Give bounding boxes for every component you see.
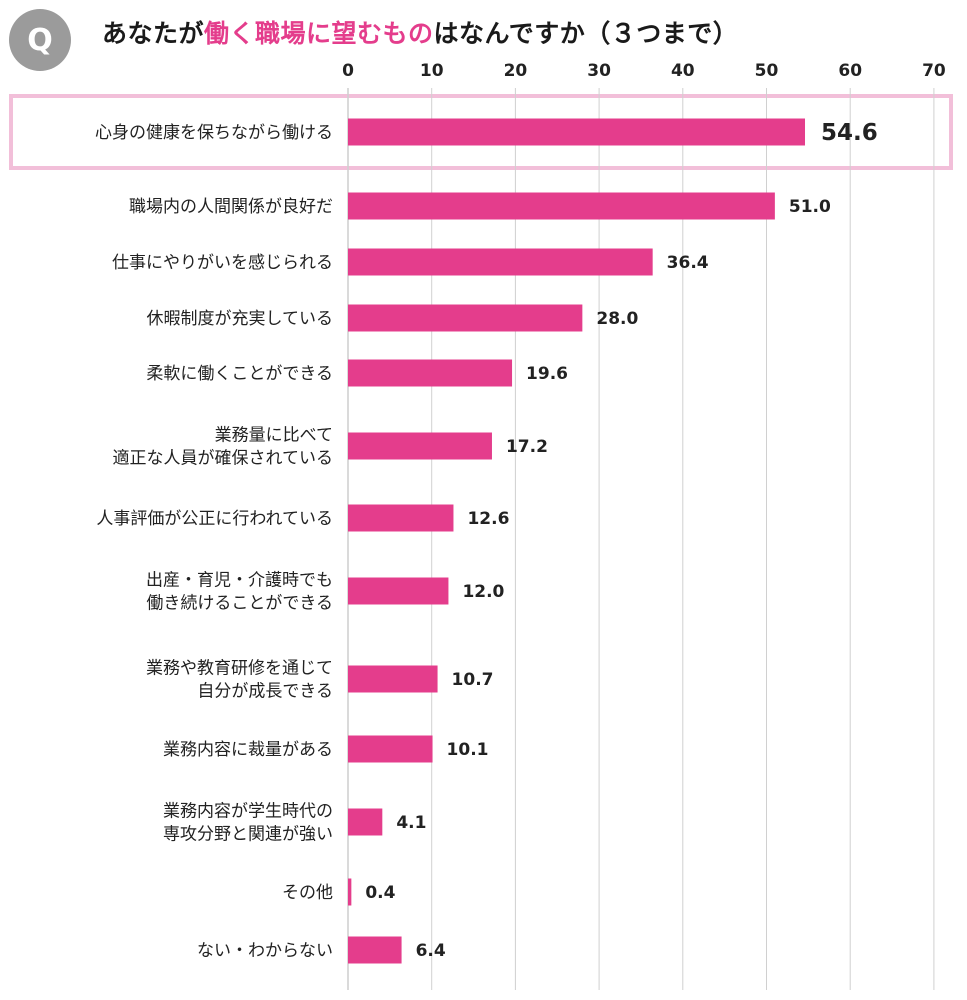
tick-label: 70 [922,61,946,81]
category-label: 業務内容が学生時代の [163,802,333,822]
category-label: 業務や教育研修を通じて [146,659,333,679]
category-label: 心身の健康を保ちながら働ける [95,123,333,143]
category-label: 休暇制度が充実している [147,309,334,329]
value-label: 4.1 [396,813,426,833]
tick-label: 50 [755,61,779,81]
category-label: ない・わからない [197,941,333,961]
category-label: 業務内容に裁量がある [163,740,333,760]
value-label: 36.4 [667,253,709,273]
tick-label: 20 [504,61,528,81]
category-label: 出産・育児・介護時でも [146,571,333,591]
value-label: 0.4 [365,883,395,903]
bar [348,118,806,146]
category-label: 適正な人員が確保されている [113,449,334,469]
category-label: 働き続けることができる [146,594,333,614]
bar [348,936,402,964]
category-label: 自分が成長できる [197,682,333,702]
bar [348,432,492,460]
category-label: 人事評価が公正に行われている [96,509,333,529]
value-label: 51.0 [789,197,831,217]
value-label: 17.2 [506,437,548,457]
value-label: 10.7 [452,670,494,690]
bar [348,735,433,763]
bar [348,665,438,693]
category-label: 業務量に比べて [215,426,333,446]
value-label: 19.6 [526,364,568,384]
category-label: その他 [282,883,333,903]
bar [348,359,513,387]
title-prefix: あなたが [102,19,205,48]
title-suffix: はなんですか（３つまで） [433,19,739,48]
value-label: 54.6 [821,120,878,146]
bar [348,248,653,276]
bar [348,577,449,605]
highlight-frame [9,94,953,170]
category-label: 柔軟に働くことができる [146,364,333,384]
tick-label: 30 [587,61,611,81]
tick-label: 10 [420,61,444,81]
value-label: 10.1 [447,740,489,760]
bar [348,192,775,220]
value-label: 12.6 [467,509,509,529]
bar [348,304,583,332]
value-label: 6.4 [416,941,446,961]
bar [348,808,383,836]
title-highlight: 働く職場に望むもの [204,19,434,48]
tick-label: 0 [342,61,354,81]
question-badge: Q [9,9,71,71]
value-label: 12.0 [462,582,504,602]
category-label: 職場内の人間関係が良好だ [129,197,333,217]
tick-label: 40 [671,61,695,81]
category-label: 専攻分野と関連が強い [163,825,333,845]
bar [348,878,352,906]
category-label: 仕事にやりがいを感じられる [112,253,333,273]
value-label: 28.0 [596,309,638,329]
tick-label: 60 [838,61,862,81]
chart-title: あなたが働く職場に望むものはなんですか（３つまで） [102,14,738,50]
bar [348,504,454,532]
